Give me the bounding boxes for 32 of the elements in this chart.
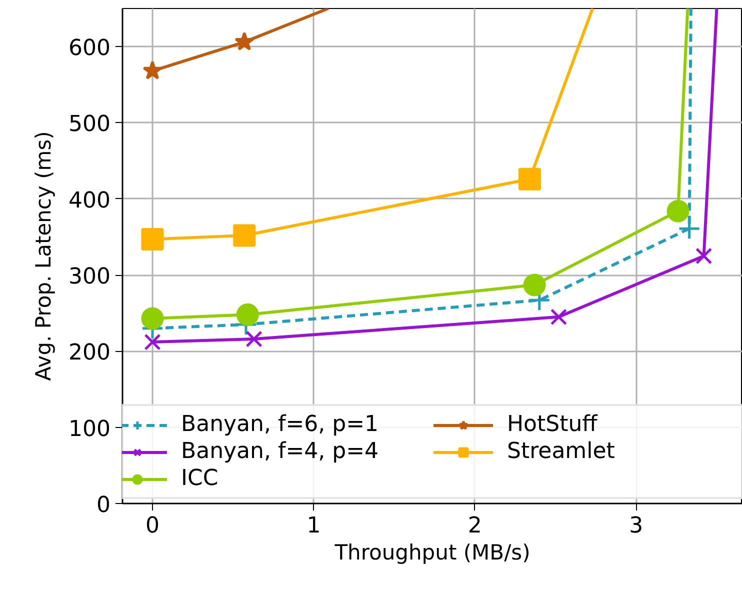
y-tick-label: 200 xyxy=(68,340,111,366)
y-tick-label: 400 xyxy=(68,188,111,214)
point xyxy=(523,274,546,296)
legend-label: Streamlet xyxy=(507,439,616,464)
point xyxy=(236,303,259,326)
legend-label: HotStuff xyxy=(507,412,599,437)
point xyxy=(144,334,161,350)
point xyxy=(233,224,256,247)
legend-label: Banyan, f=6, p=1 xyxy=(181,412,380,437)
y-tick-label: 100 xyxy=(68,416,111,442)
y-tick-label: 500 xyxy=(68,112,111,138)
x-tick-label: 0 xyxy=(145,514,160,538)
point xyxy=(142,60,162,80)
point xyxy=(695,248,712,264)
point xyxy=(141,307,164,330)
point xyxy=(666,200,690,222)
y-axis-title: Avg. Prop. Latency (ms) xyxy=(32,131,56,381)
y-tick-label: 0 xyxy=(96,493,111,518)
x-tick-label: 1 xyxy=(306,514,321,538)
x-tick-label: 3 xyxy=(629,514,644,538)
point xyxy=(678,217,701,240)
point xyxy=(550,308,568,326)
legend-label: ICC xyxy=(181,466,220,491)
point xyxy=(246,330,262,348)
legend-label: Banyan, f=4, p=4 xyxy=(181,439,380,464)
x-tick-label: 2 xyxy=(468,514,482,538)
point xyxy=(141,228,164,250)
y-tick-label: 600 xyxy=(68,36,111,62)
point xyxy=(234,32,254,51)
point xyxy=(518,168,541,190)
x-axis-title: Throughput (MB/s) xyxy=(334,540,530,564)
y-tick-label: 300 xyxy=(68,264,111,290)
